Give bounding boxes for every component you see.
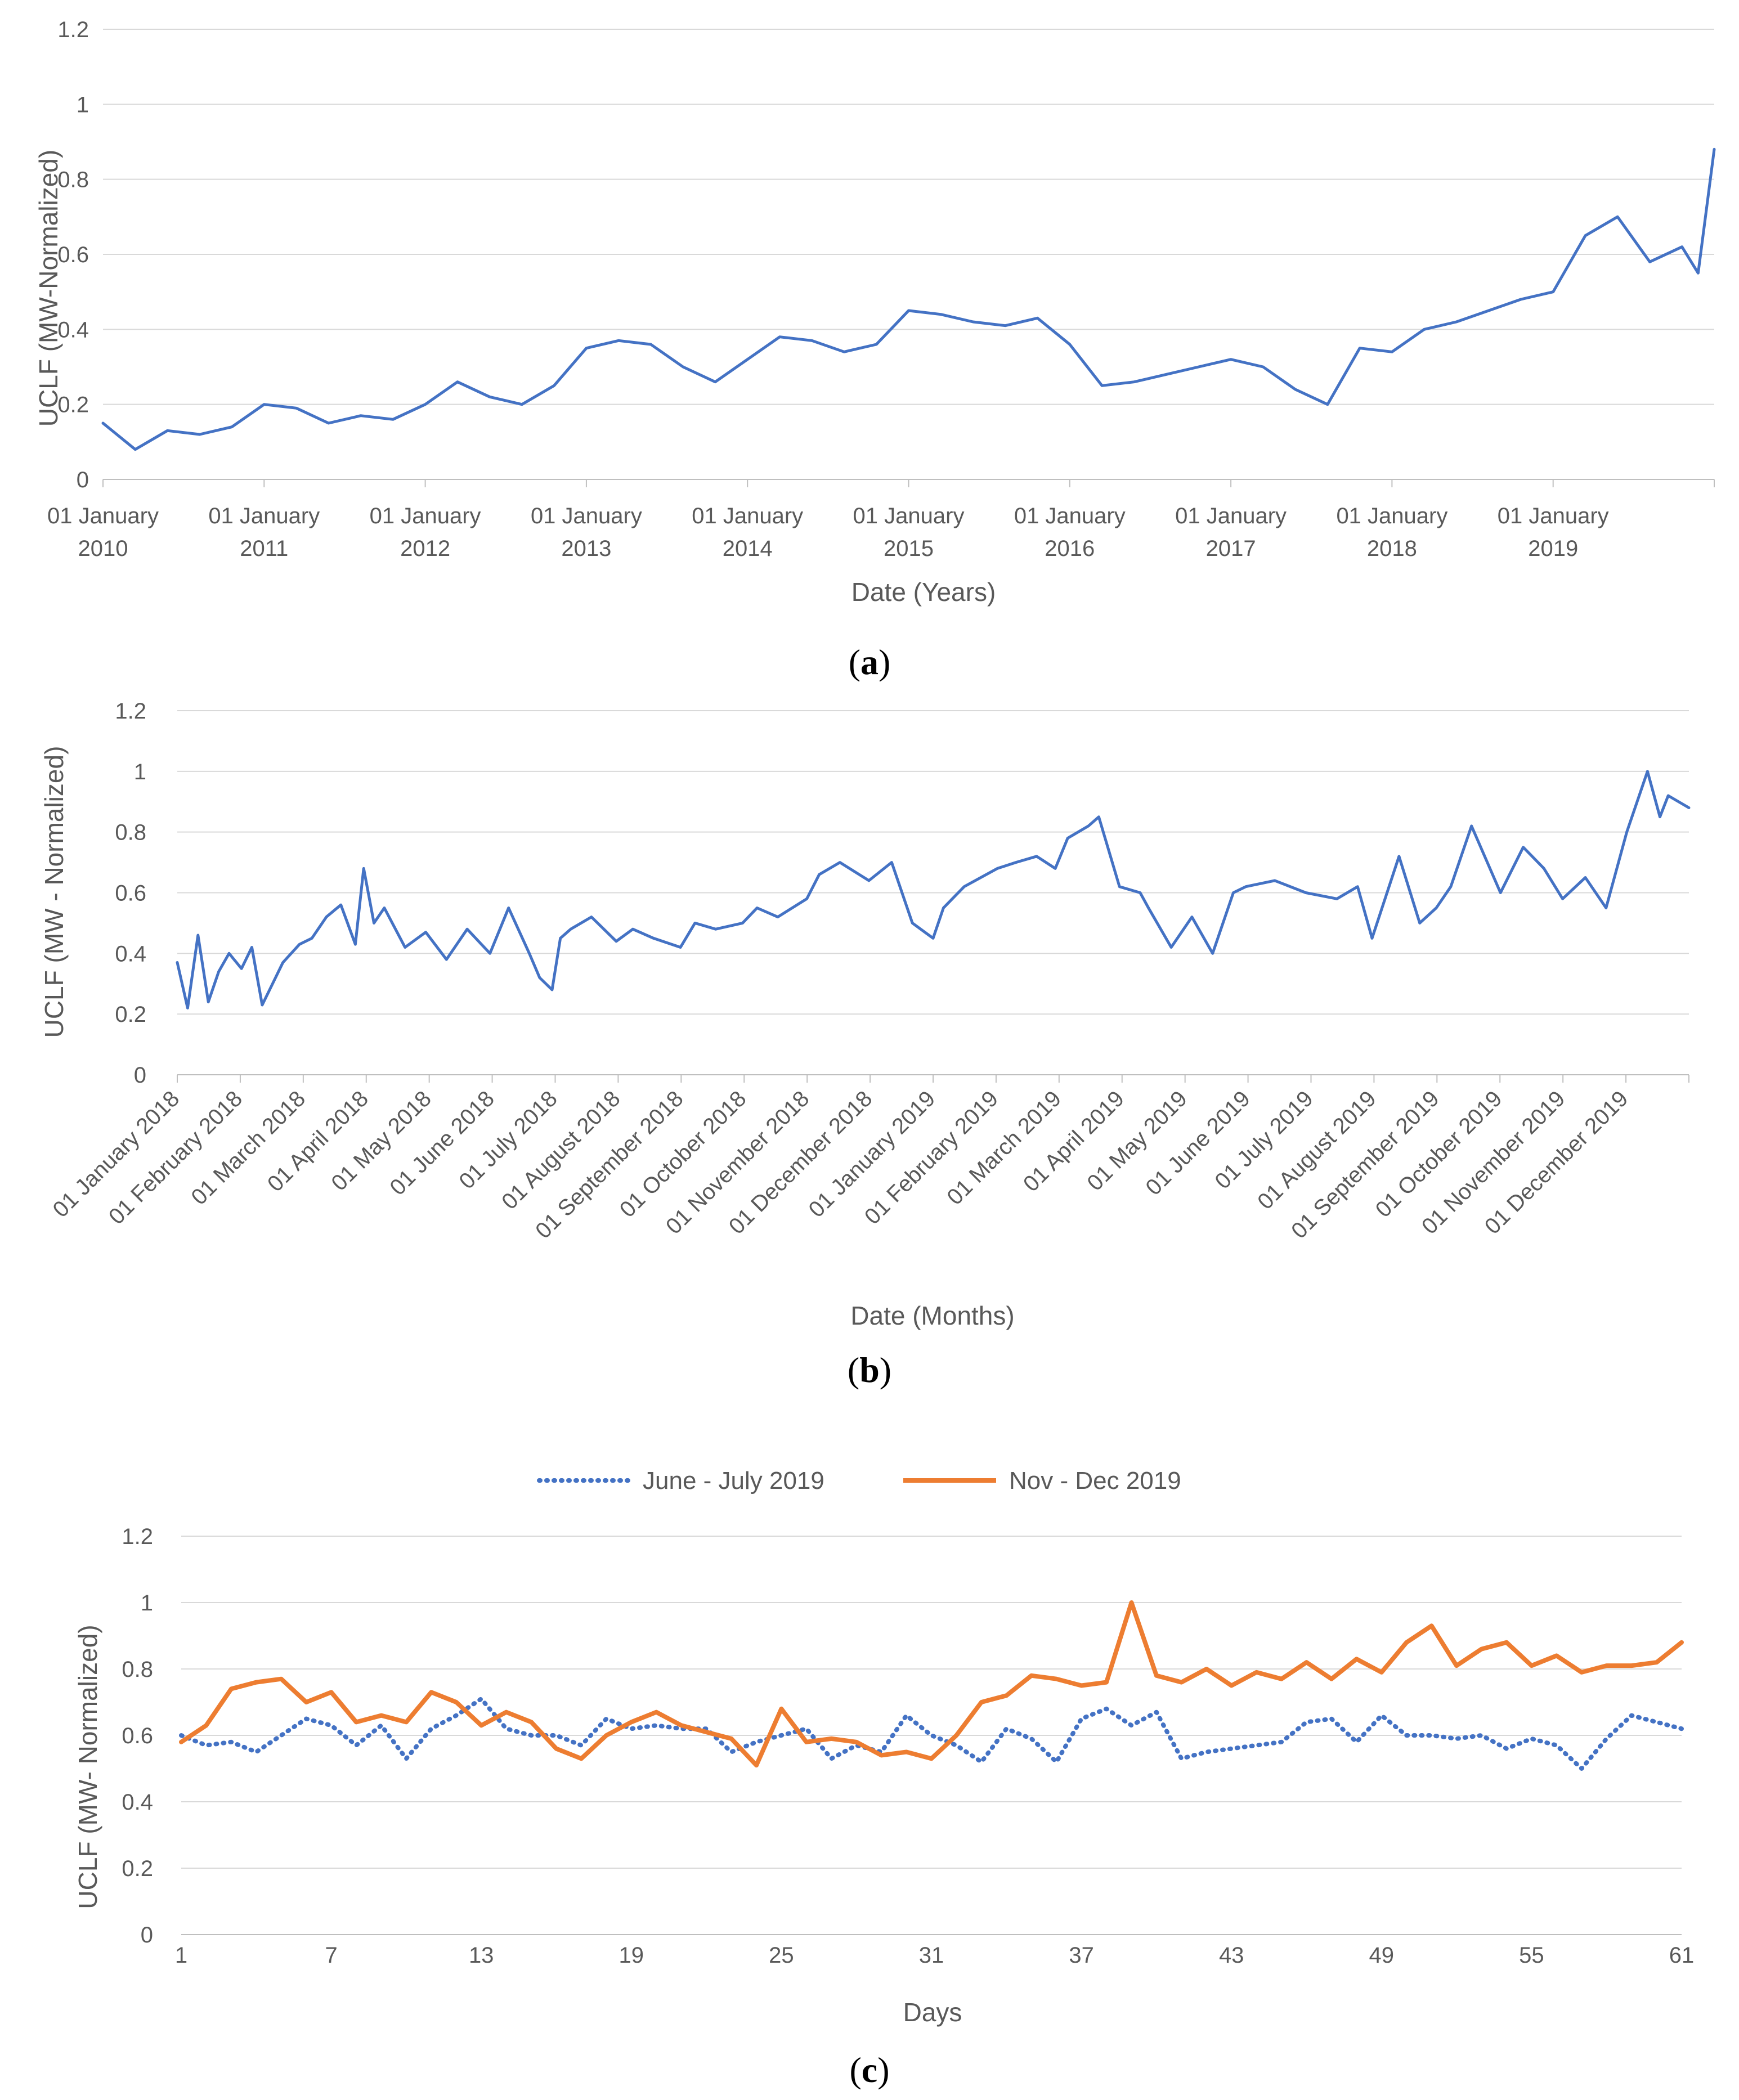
chart-b-x-tick-label: 01 March 2018	[186, 1086, 310, 1210]
chart-b-y-tick-labels: 0 0.2 0.4 0.6 0.8 1 1.2	[115, 699, 146, 1088]
chart-a-y-tick-label: 0.4	[57, 317, 89, 342]
chart-c: June - July 2019 Nov - Dec 2019 00.20.40…	[73, 1467, 1694, 2090]
chart-c-y-tick-label: 0.6	[122, 1724, 153, 1748]
chart-a-series-line-uclf	[101, 147, 1716, 451]
chart-c-x-tick-label: 31	[919, 1943, 944, 1968]
chart-b-y-axis-title: UCLF (MW - Normalized)	[39, 746, 69, 1038]
panel-b-letter: b	[859, 1350, 880, 1390]
chart-b-x-tick-label: 01 March 2019	[942, 1086, 1066, 1210]
chart-c-gridlines	[181, 1536, 1682, 1869]
chart-a-x-tick-label: 01 January 2015	[853, 504, 965, 561]
chart-b-y-tick-label: 1	[134, 760, 146, 784]
chart-a-y-tick-label: 0.2	[57, 393, 89, 418]
chart-c-y-tick-label: 0.2	[122, 1856, 153, 1881]
chart-a-x-tick-label: 01 January 2010	[47, 504, 159, 561]
chart-b-series-line-uclf	[176, 770, 1691, 1009]
chart-a-x-tick-label: 01 January 2018	[1336, 504, 1447, 561]
chart-c-y-tick-label: 1	[141, 1591, 153, 1616]
chart-b-y-tick-label: 1.2	[115, 699, 146, 724]
chart-a-x-tick-label: 01 January 2012	[370, 504, 481, 561]
chart-c-x-tick-label: 37	[1069, 1943, 1094, 1968]
chart-b-series	[176, 770, 1691, 1009]
chart-a-y-tick-label: 0	[77, 468, 89, 492]
chart-c-series-line-nov-dec-2019	[179, 1600, 1684, 1768]
chart-c-x-tick-label: 61	[1669, 1943, 1695, 1968]
chart-c-x-tick-label: 19	[619, 1943, 644, 1968]
chart-a-y-tick-labels: 0 0.2 0.4 0.6 0.8 1 1.2	[57, 17, 89, 492]
chart-a-y-tick-label: 0.6	[57, 243, 89, 267]
chart-a-x-tick-label: 01 January 2014	[692, 504, 803, 561]
chart-b-x-axis-title: Date (Months)	[850, 1301, 1014, 1330]
chart-c-y-tick-label: 0	[141, 1923, 153, 1948]
panel-label-c: (c)	[849, 2050, 889, 2090]
chart-a-series	[101, 147, 1716, 451]
chart-a-y-tick-label: 1.2	[57, 17, 89, 42]
chart-c-y-tick-labels: 0 0.2 0.4 0.6 0.8 1 1.2	[122, 1524, 153, 1948]
chart-c-x-tick-label: 25	[769, 1943, 794, 1968]
chart-a-gridlines	[103, 29, 1714, 405]
chart-c-x-tick-labels: 1 7 13 19 25 31 37 43 49 55 61	[175, 1943, 1694, 1968]
chart-a-y-axis-title: UCLF (MW-Normalized)	[34, 150, 63, 427]
chart-a-x-tick-label: 01 January 2013	[531, 504, 642, 561]
chart-c-x-tick-label: 49	[1369, 1943, 1395, 1968]
chart-c-legend: June - July 2019 Nov - Dec 2019	[537, 1467, 1181, 1495]
chart-a-x-tick-label: 01 January 2017	[1175, 504, 1287, 561]
chart-a-x-tick-label: 01 January 2016	[1014, 504, 1126, 561]
chart-c-y-tick-label: 0.8	[122, 1657, 153, 1682]
chart-c-x-tick-label: 1	[175, 1943, 187, 1968]
chart-b-y-tick-label: 0	[134, 1063, 146, 1088]
chart-b-y-tick-label: 0.2	[115, 1002, 146, 1027]
chart-b-y-tick-label: 0.4	[115, 941, 146, 966]
chart-a-x-tick-label: 01 January 2019	[1498, 504, 1609, 561]
chart-b-y-tick-label: 0.8	[115, 820, 146, 845]
chart-c-series	[179, 1600, 1684, 1771]
chart-a-y-tick-label: 1	[77, 92, 89, 117]
legend-label-june-july-2019: June - July 2019	[643, 1467, 824, 1495]
legend-label-nov-dec-2019: Nov - Dec 2019	[1009, 1467, 1181, 1495]
chart-c-y-tick-label: 1.2	[122, 1524, 153, 1549]
chart-c-x-tick-label: 13	[469, 1943, 494, 1968]
panel-label-b: (b)	[848, 1350, 891, 1390]
chart-c-x-axis-title: Days	[903, 1998, 962, 2027]
chart-a-x-tick-label: 01 January 2011	[208, 504, 320, 561]
chart-b-gridlines	[177, 710, 1689, 1015]
chart-c-x-tick-label: 43	[1219, 1943, 1244, 1968]
chart-c-x-tick-label: 55	[1519, 1943, 1544, 1968]
chart-b-y-tick-label: 0.6	[115, 881, 146, 906]
chart-a-x-axis-title: Date (Years)	[851, 577, 996, 607]
chart-c-y-tick-label: 0.4	[122, 1790, 153, 1815]
panel-c-letter: c	[862, 2050, 877, 2090]
chart-c-y-axis-title: UCLF (MW- Normalized)	[73, 1625, 102, 1909]
panel-a-letter: a	[860, 642, 879, 682]
chart-a-x-tick-labels: 01 January 2010 01 January 2011 01 January 20…	[47, 479, 1715, 561]
chart-c-x-tick-label: 7	[325, 1943, 337, 1968]
chart-c-series-line-june-july-2019	[179, 1697, 1684, 1771]
panel-label-a: (a)	[849, 642, 891, 682]
chart-a-y-tick-label: 0.8	[57, 168, 89, 192]
